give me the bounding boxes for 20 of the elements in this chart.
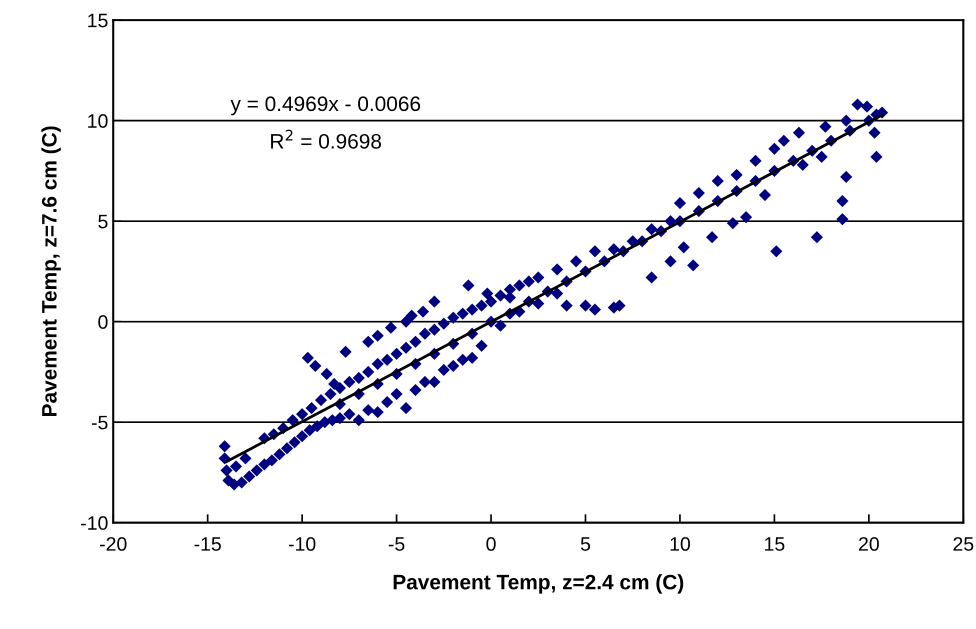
y-tick-label: 5 (98, 214, 108, 228)
annotation: R$^{2}$ = 0.9698 (271, 130, 382, 149)
y-axis-title: Pavement Temp, z=7.6 cm (C) (41, 126, 61, 416)
x-tick-label: 0 (486, 537, 496, 551)
x-tick-label: 10 (670, 537, 690, 551)
x-tick-label: -15 (194, 537, 221, 551)
y-tick-label: -10 (81, 516, 108, 530)
annotation: y = 0.4969x - 0.0066 (230, 96, 420, 116)
x-tick-label: 15 (765, 537, 784, 551)
x-tick-label: -10 (288, 537, 316, 551)
x-tick-label: -5 (388, 537, 404, 551)
y-tick-label: 15 (88, 14, 108, 28)
x-tick-label: -20 (100, 537, 127, 551)
y-tick-label: 0 (98, 315, 108, 329)
x-tick-label: 25 (953, 537, 974, 551)
y-tick-label: 10 (88, 114, 108, 128)
x-tick-label: 5 (580, 537, 590, 551)
y-tick-label: -5 (92, 416, 108, 430)
x-tick-label: 20 (859, 537, 879, 551)
x-axis-title: Pavement Temp, z=2.4 cm (C) (394, 574, 684, 594)
